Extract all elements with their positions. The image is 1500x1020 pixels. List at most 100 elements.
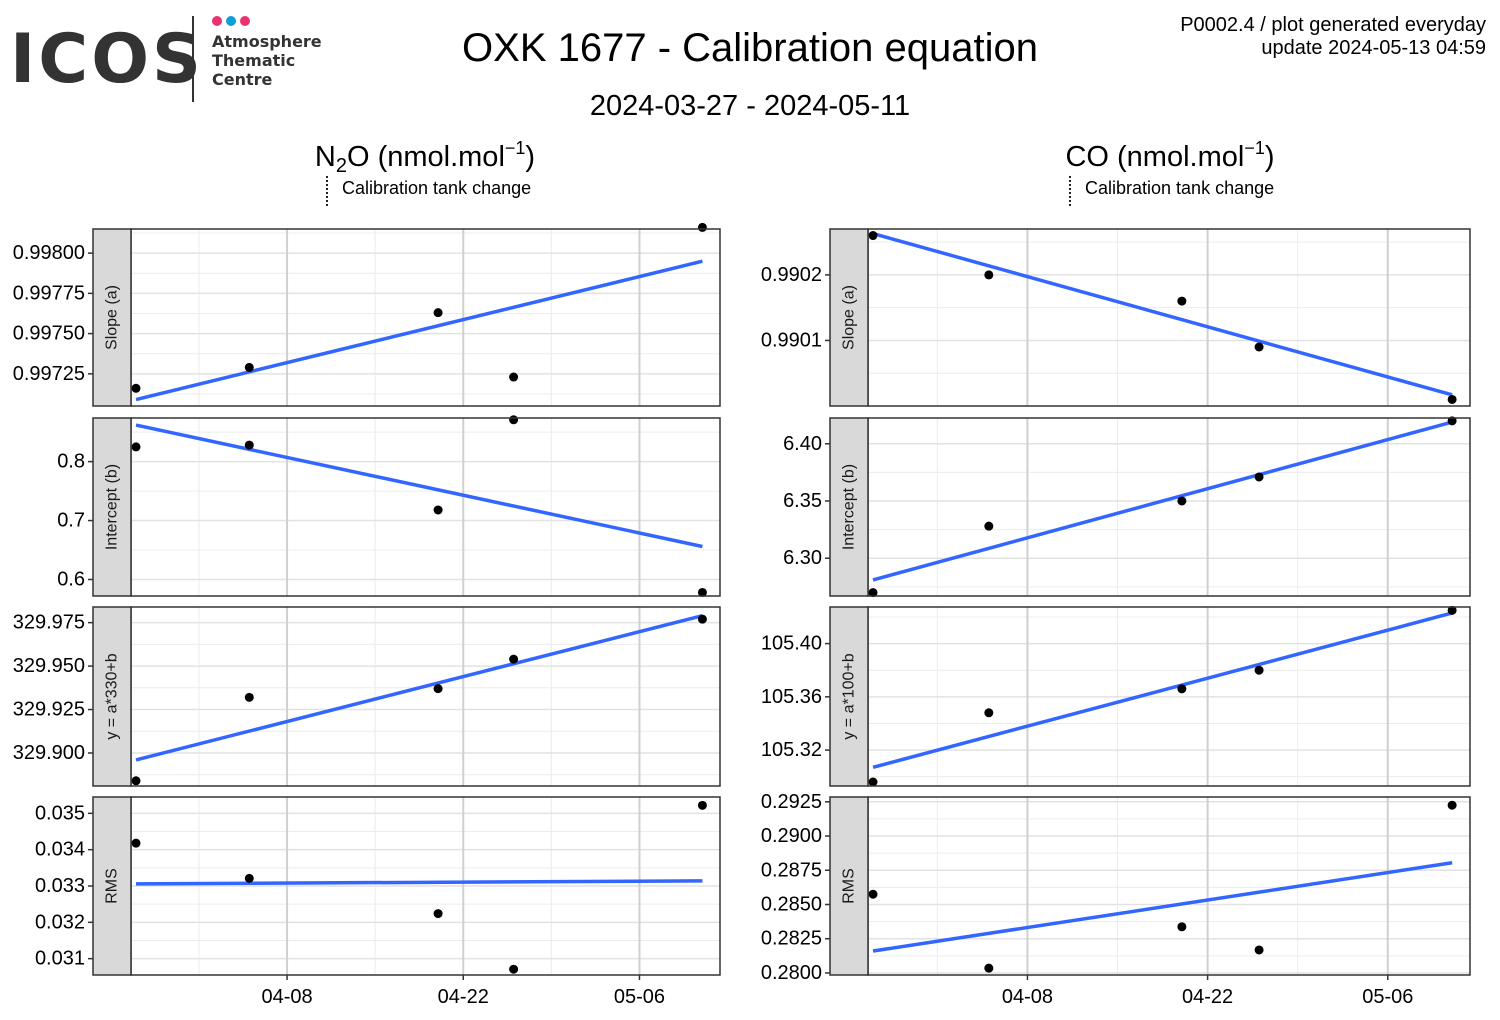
- update-timestamp: update 2024-05-13 04:59: [1261, 37, 1486, 59]
- y-tick-label: 0.2850: [761, 893, 822, 915]
- y-tick-label: 0.034: [35, 839, 85, 861]
- y-tick-label: 0.2800: [761, 962, 822, 984]
- facet-strip-label: RMS: [104, 868, 121, 904]
- logo-line: Atmosphere: [212, 32, 322, 51]
- x-tick-label: 05-06: [614, 986, 665, 1008]
- y-tick-label: 0.2900: [761, 825, 822, 847]
- logo-dot: [212, 16, 222, 26]
- data-point: [1447, 605, 1457, 615]
- y-tick-label: 0.99800: [13, 242, 85, 264]
- y-tick-label: 0.8: [57, 451, 85, 473]
- data-point: [697, 222, 707, 232]
- logo-line: Thematic: [212, 51, 296, 70]
- facet-strip: [92, 606, 132, 787]
- facet-0: Slope (a) 0.9901 0.9902: [761, 228, 1471, 407]
- data-point: [1254, 342, 1264, 352]
- facet-strip: [829, 228, 869, 407]
- facet-strip-label: Intercept (b): [841, 464, 858, 550]
- y-tick-label: 105.32: [761, 739, 822, 761]
- data-point: [1254, 945, 1264, 955]
- y-tick-label: 0.9902: [761, 264, 822, 286]
- legend-label: Calibration tank change: [1085, 178, 1275, 198]
- data-point: [697, 800, 707, 810]
- unit-label: O (nmol.mol: [346, 141, 505, 173]
- y-tick-label: 0.9901: [761, 329, 822, 351]
- logo-dot: [226, 16, 236, 26]
- x-tick-label: 04-08: [1002, 986, 1053, 1008]
- data-point: [1177, 684, 1187, 694]
- facet-strip: [829, 417, 869, 597]
- unit-exponent: −1: [504, 138, 526, 158]
- product-code: P0002.4 / plot generated everyday: [1180, 14, 1486, 36]
- facet-3: RMS 0.2800 0.2825 0.2850 0.2875 0.2900 0.2925: [761, 791, 1471, 984]
- logo-line: Centre: [212, 70, 273, 89]
- regression-line: [135, 259, 703, 402]
- legend-tank-change-right: Calibration tank change: [1069, 176, 1274, 206]
- regression-line: [872, 420, 1453, 582]
- facet-2: y = a*330+b 329.900 329.925 329.950 329.975: [13, 606, 721, 787]
- facet-strip: [829, 606, 869, 787]
- dotted-line-key: [326, 176, 328, 206]
- unit-label: CO (nmol.mol: [1065, 141, 1245, 173]
- regression-line: [872, 611, 1453, 770]
- plot-background: [131, 418, 720, 596]
- y-tick-label: 329.900: [13, 742, 85, 764]
- y-tick-label: 0.99750: [13, 323, 85, 345]
- data-point: [433, 308, 443, 318]
- data-point: [868, 777, 878, 787]
- plot-background: [868, 418, 1470, 596]
- legend-label: Calibration tank change: [342, 178, 532, 198]
- generation-info: P0002.4 / plot generated everyday update…: [1180, 14, 1486, 60]
- data-point: [509, 654, 519, 664]
- species-letter: N: [314, 141, 336, 173]
- y-tick-label: 6.30: [783, 547, 822, 569]
- data-point: [1447, 800, 1457, 810]
- facet-0: Slope (a) 0.99725 0.99750 0.99775 0.99800: [13, 222, 721, 407]
- facet-3: RMS 0.031 0.032 0.033 0.034 0.035: [35, 796, 721, 976]
- regression-line: [872, 231, 1453, 397]
- y-tick-label: 329.950: [13, 655, 85, 677]
- logo-wordmark: ICOS: [10, 20, 204, 99]
- data-point: [1254, 472, 1264, 482]
- data-point: [984, 708, 994, 718]
- data-point: [984, 963, 994, 973]
- column-title-n2o: N2O (nmol.mol−1): [210, 138, 640, 178]
- data-point: [1447, 394, 1457, 404]
- data-point: [984, 521, 994, 531]
- facet-1: Intercept (b) 0.6 0.7 0.8: [57, 415, 721, 597]
- dotted-line-key: [1069, 176, 1071, 206]
- x-tick-label: 04-22: [1182, 986, 1233, 1008]
- data-point: [244, 440, 254, 450]
- y-tick-label: 0.2825: [761, 928, 822, 950]
- data-point: [697, 614, 707, 624]
- facet-strip-label: Slope (a): [841, 285, 858, 350]
- data-point: [509, 372, 519, 382]
- data-point: [1177, 922, 1187, 932]
- facet-strip-label: RMS: [841, 868, 858, 904]
- y-tick-label: 105.36: [761, 686, 822, 708]
- y-tick-label: 329.925: [13, 699, 85, 721]
- logo-divider: [192, 16, 194, 102]
- facet-strip: [92, 417, 132, 597]
- logo-subtitle: Atmosphere Thematic Centre: [212, 32, 322, 89]
- y-tick-label: 105.40: [761, 633, 822, 655]
- regression-line: [135, 613, 703, 762]
- facet-strip-label: Intercept (b): [104, 464, 121, 550]
- data-point: [1254, 665, 1264, 675]
- facet-strip: [92, 228, 132, 407]
- data-point: [131, 383, 141, 393]
- y-tick-label: 329.975: [13, 612, 85, 634]
- regression-line: [135, 879, 703, 886]
- data-point: [868, 588, 878, 598]
- plot-background: [868, 797, 1470, 975]
- y-tick-label: 0.6: [57, 568, 85, 590]
- y-tick-label: 0.2875: [761, 859, 822, 881]
- data-point: [509, 964, 519, 974]
- icos-logo: ICOS Atmosphere Thematic Centre: [8, 12, 338, 104]
- legend-tank-change-left: Calibration tank change: [326, 176, 531, 206]
- data-point: [433, 505, 443, 515]
- y-tick-label: 6.35: [783, 490, 822, 512]
- y-tick-label: 0.7: [57, 510, 85, 532]
- x-tick-label: 04-22: [438, 986, 489, 1008]
